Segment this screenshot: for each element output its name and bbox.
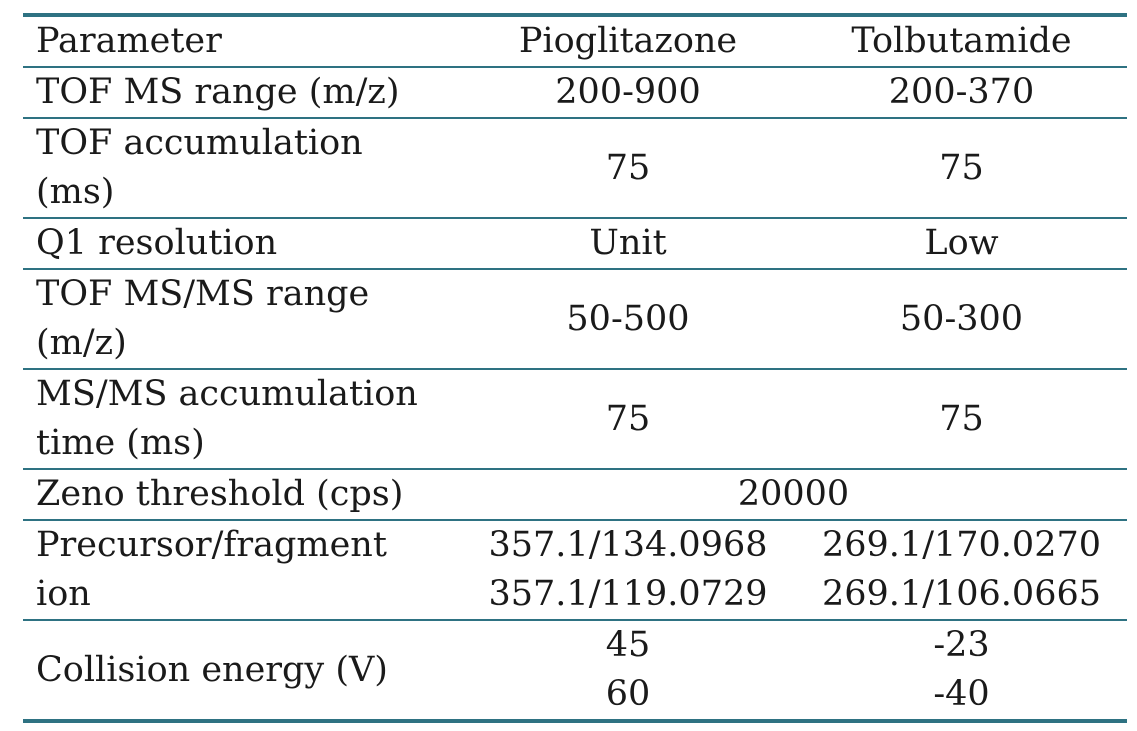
tolbutamide-value: 50-300 <box>899 298 1024 339</box>
parameter-table: Parameter Pioglitazone Tolbutamide TOF M… <box>23 13 1127 723</box>
row-label: TOF MS/MS range (m/z) <box>23 269 460 369</box>
row-label: Precursor/fragment ion <box>23 520 460 620</box>
parameter-table-container: Parameter Pioglitazone Tolbutamide TOF M… <box>23 13 1127 723</box>
tolbutamide-value: 200-370 <box>888 72 1035 112</box>
value-line: 269.1/170.0270 <box>822 525 1101 565</box>
value-line: 357.1/134.0968 <box>488 525 768 565</box>
table-row: Zeno threshold (cps) 20000 <box>23 469 1127 520</box>
row-label: MS/MS accumulation time (ms) <box>23 369 460 469</box>
pioglitazone-value: 200-900 <box>555 72 701 112</box>
row-label-line: TOF accumulation <box>36 123 363 163</box>
row-label-line: Precursor/fragment <box>36 525 387 565</box>
pioglitazone-value: Unit <box>589 223 667 263</box>
tolbutamide-value: Low <box>924 223 999 263</box>
value-line: 45 <box>605 625 651 665</box>
row-label-line: MS/MS accumulation <box>36 374 418 414</box>
table-row: Q1 resolution Unit Low <box>23 218 1127 269</box>
tolbutamide-value: 75 <box>939 398 984 439</box>
pioglitazone-value: 357.1/134.0968 357.1/119.0729 <box>460 520 796 620</box>
shared-value: 20000 <box>737 474 850 514</box>
header-parameter: Parameter <box>36 21 222 61</box>
table-row: Precursor/fragment ion 357.1/134.0968 35… <box>23 520 1127 620</box>
value-line: -40 <box>933 674 990 714</box>
header-row: Parameter Pioglitazone Tolbutamide <box>23 15 1127 67</box>
value-line: 357.1/119.0729 <box>488 574 768 614</box>
header-tolbutamide: Tolbutamide <box>851 21 1072 61</box>
tolbutamide-value: 269.1/170.0270 269.1/106.0665 <box>796 520 1127 620</box>
row-label: Zeno threshold (cps) <box>36 474 404 514</box>
tolbutamide-value: -23 -40 <box>796 620 1127 721</box>
table-row: TOF MS/MS range (m/z) 50-500 50-300 <box>23 269 1127 369</box>
row-label-line: (m/z) <box>36 323 127 363</box>
row-label-line: time (ms) <box>36 423 205 463</box>
pioglitazone-value: 50-500 <box>566 298 690 339</box>
table-row: TOF MS range (m/z) 200-900 200-370 <box>23 67 1127 118</box>
row-label-line: TOF MS/MS range <box>36 274 370 314</box>
header-pioglitazone: Pioglitazone <box>518 21 738 61</box>
table-row: Collision energy (V) 45 60 -23 -40 <box>23 620 1127 721</box>
pioglitazone-value: 45 60 <box>460 620 796 721</box>
table-row: TOF accumulation (ms) 75 75 <box>23 118 1127 218</box>
row-label: TOF MS range (m/z) <box>36 72 400 112</box>
value-line: -23 <box>933 625 990 665</box>
row-label: TOF accumulation (ms) <box>23 118 460 218</box>
value-line: 269.1/106.0665 <box>822 574 1101 614</box>
row-label-line: ion <box>36 574 91 614</box>
value-line: 60 <box>605 674 651 714</box>
row-label-line: (ms) <box>36 172 115 212</box>
row-label: Q1 resolution <box>36 223 278 263</box>
pioglitazone-value: 75 <box>605 147 651 188</box>
tolbutamide-value: 75 <box>939 147 984 188</box>
row-label: Collision energy (V) <box>36 649 388 690</box>
table-row: MS/MS accumulation time (ms) 75 75 <box>23 369 1127 469</box>
pioglitazone-value: 75 <box>605 398 651 439</box>
